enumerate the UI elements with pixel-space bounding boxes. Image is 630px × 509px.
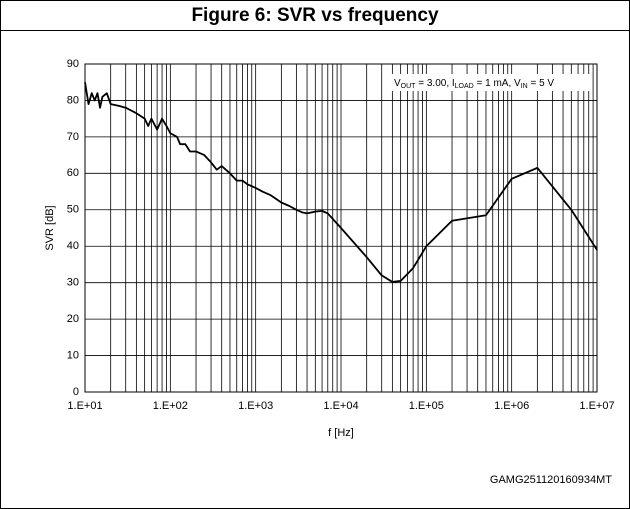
y-tick-label: 70 <box>67 131 79 143</box>
annotation-base: V <box>514 78 521 89</box>
series-line <box>84 82 598 283</box>
y-tick-label: 60 <box>67 167 79 179</box>
annotation-base: I <box>452 78 455 89</box>
annotation-text: = 3.00, <box>415 78 451 89</box>
y-tick-label: 90 <box>67 58 79 70</box>
x-tick-label: 1.E+04 <box>323 400 358 412</box>
annotation-sub: LOAD <box>455 83 474 90</box>
plot-border <box>84 63 598 393</box>
x-axis-label: f [Hz] <box>328 427 354 439</box>
y-tick-label: 10 <box>67 349 79 361</box>
annotation-base: V <box>394 78 401 89</box>
y-tick-label: 50 <box>67 204 79 216</box>
annotation-sub: OUT <box>401 83 417 90</box>
y-tick-label: 30 <box>67 277 79 289</box>
y-tick-label: 80 <box>67 94 79 106</box>
x-tick-label: 1.E+05 <box>409 400 444 412</box>
annotation-sub: IN <box>521 83 528 90</box>
footer: GAMG251120160934MT <box>490 474 612 486</box>
annotation: VOUT = 3.00, ILOAD = 1 mA, VIN = 5 V <box>394 78 554 90</box>
y-axis-label: SVR [dB] <box>44 205 56 250</box>
y-tick-label: 20 <box>67 313 79 325</box>
x-tick-label: 1.E+02 <box>153 400 188 412</box>
y-tick-label: 0 <box>73 386 79 398</box>
annotation-text: = 5 V <box>528 78 555 89</box>
x-tick-label: 1.E+01 <box>67 400 102 412</box>
chart-title: Figure 6: SVR vs frequency <box>191 5 439 26</box>
annotation-text: = 1 mA, <box>474 78 514 89</box>
x-tick-label: 1.E+03 <box>238 400 273 412</box>
x-tick-label: 1.E+06 <box>494 400 529 412</box>
annotation-box <box>390 74 590 91</box>
y-tick-label: 40 <box>67 240 79 252</box>
x-tick-label: 1.E+07 <box>579 400 614 412</box>
